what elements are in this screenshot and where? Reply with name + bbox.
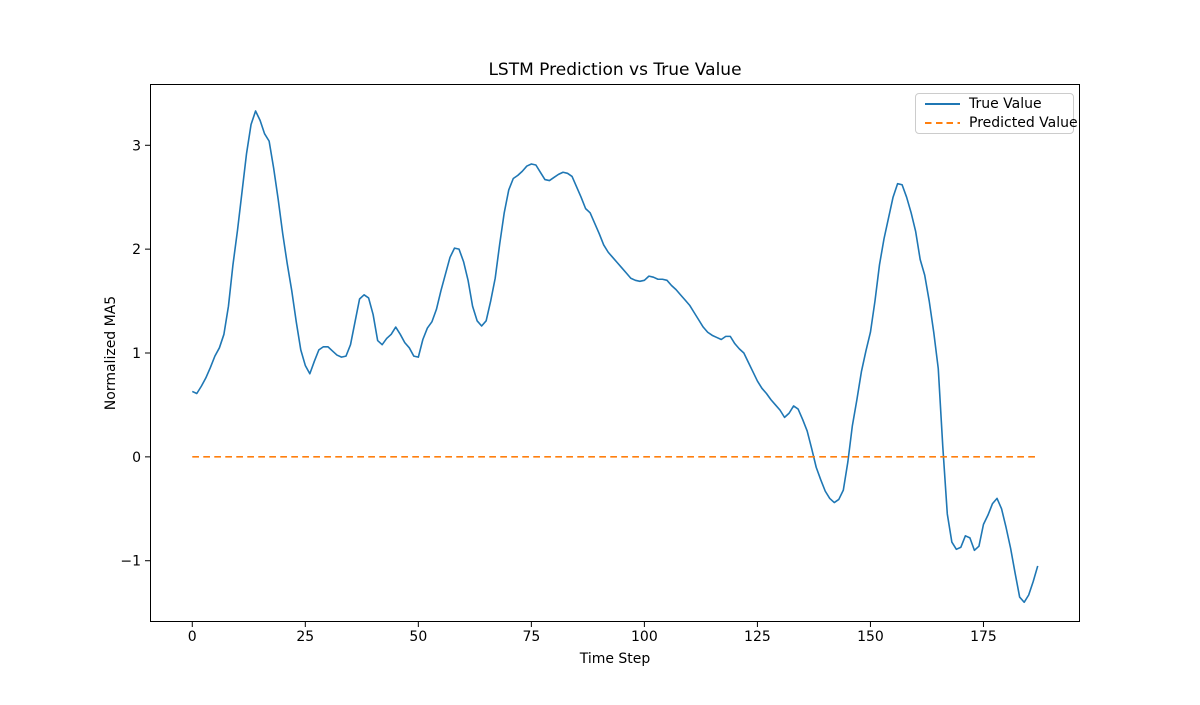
legend-item-true-value: True Value <box>925 95 1073 112</box>
true-value-line-sample <box>925 103 960 105</box>
legend-item-predicted-value: Predicted Value <box>925 115 1078 131</box>
x-tick-label: 25 <box>296 629 314 645</box>
x-tick-label: 150 <box>857 629 884 645</box>
y-tick-label: 2 <box>132 242 141 258</box>
y-tick-label: 1 <box>132 346 141 362</box>
true-value-line <box>191 110 1039 604</box>
y-tick-label: 3 <box>132 138 141 154</box>
x-tick-label: 50 <box>409 629 427 645</box>
x-tick-label: 0 <box>188 629 197 645</box>
legend-label-true-value: True Value <box>969 95 1042 112</box>
x-tick-label: 175 <box>970 629 997 645</box>
y-tick-label: 0 <box>132 450 141 466</box>
chart-title: LSTM Prediction vs True Value <box>488 60 742 80</box>
legend: True Value Predicted Value <box>915 93 1078 134</box>
y-tick-label: −1 <box>120 554 141 570</box>
x-axis-label: Time Step <box>579 651 651 667</box>
axes-spines <box>150 84 1080 622</box>
predicted-value-line-sample <box>925 122 960 124</box>
x-tick-label: 75 <box>522 629 540 645</box>
x-tick-label: 100 <box>631 629 658 645</box>
legend-label-predicted-value: Predicted Value <box>969 114 1078 131</box>
y-axis-label: Normalized MA5 <box>103 295 119 411</box>
x-tick-label: 125 <box>744 629 771 645</box>
